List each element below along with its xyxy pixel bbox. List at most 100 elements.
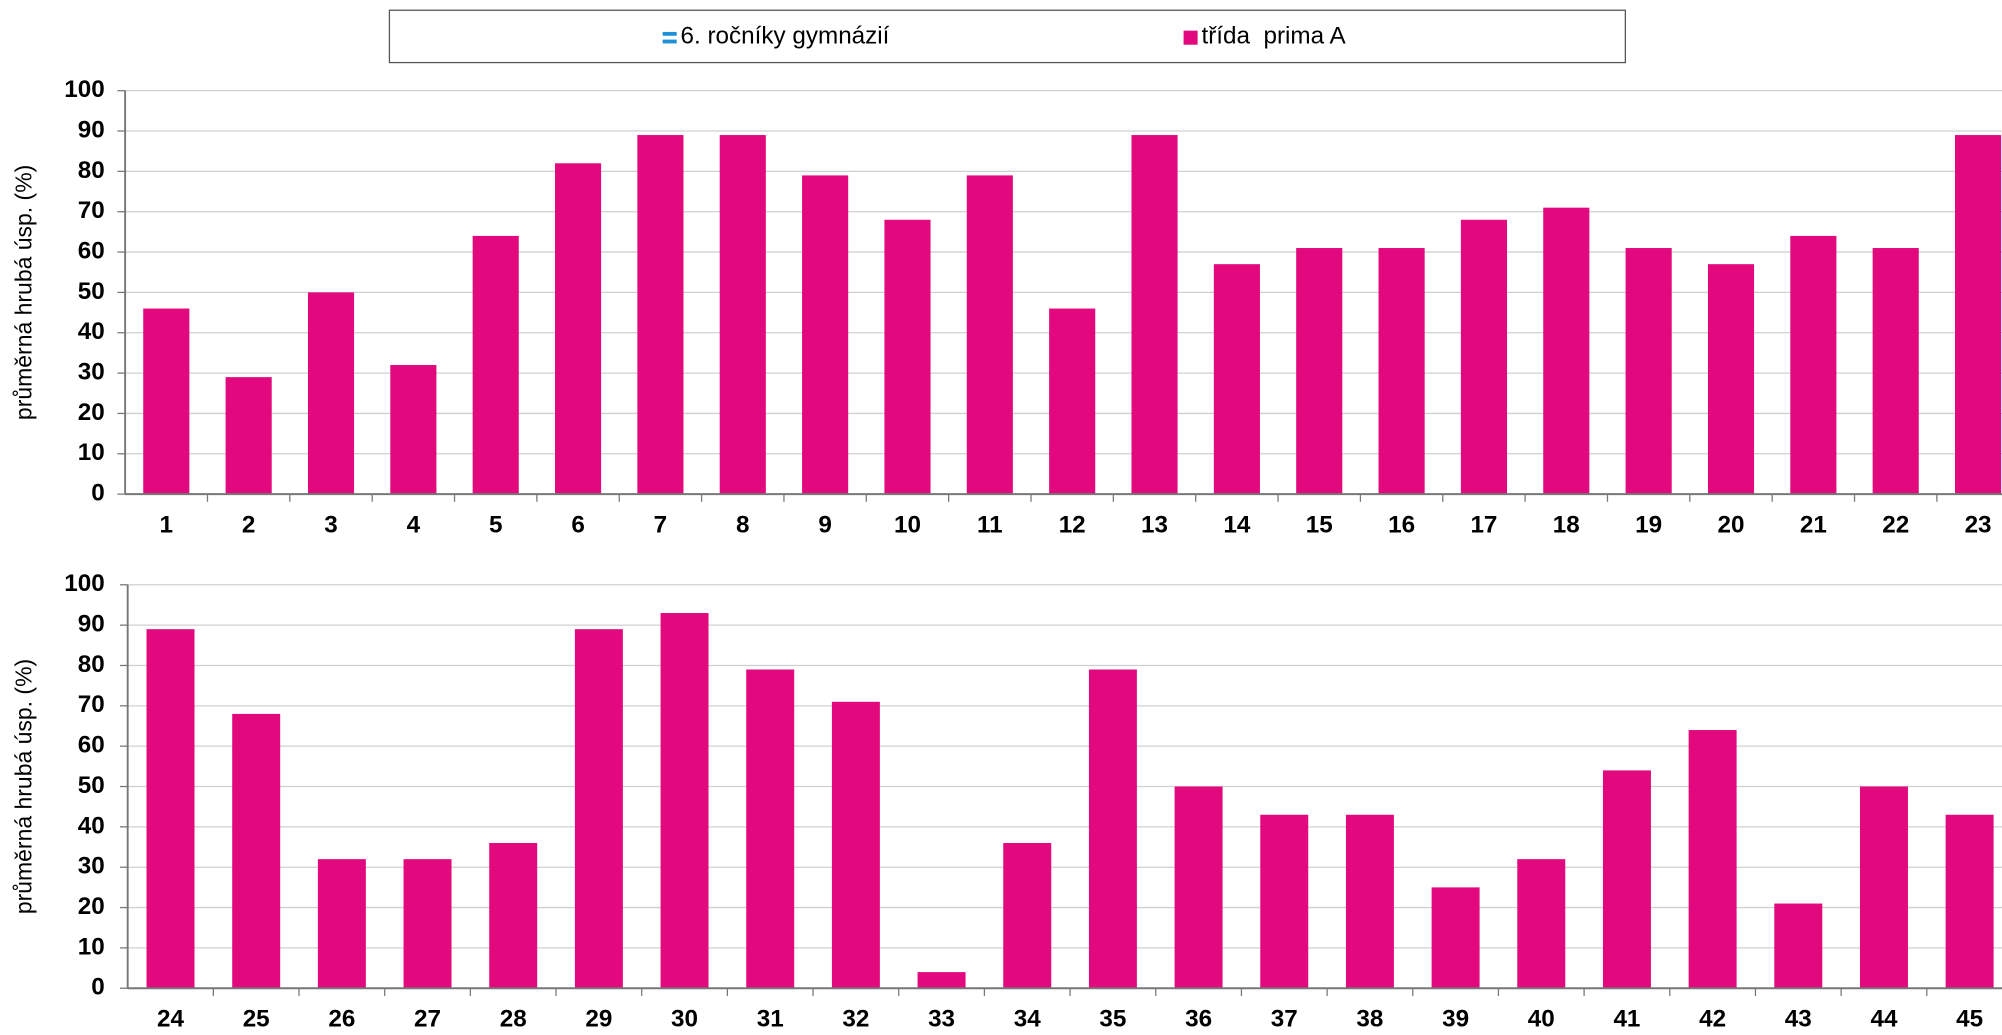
y-tick-label: 100 (64, 570, 104, 597)
bar (489, 843, 538, 989)
bar (1774, 903, 1823, 989)
x-tick-label: 44 (1870, 1006, 1897, 1033)
y-tick-label: 100 (64, 76, 104, 103)
bar (403, 859, 452, 989)
y-tick-label: 50 (78, 278, 105, 305)
y-tick-label: 30 (78, 853, 105, 880)
legend-box (388, 9, 1626, 64)
x-tick-label: 35 (1099, 1006, 1126, 1033)
y-tick-label: 80 (78, 157, 105, 184)
x-tick-label: 34 (1014, 1006, 1041, 1033)
x-tick-label: 29 (585, 1006, 612, 1033)
legend-marker (662, 39, 677, 44)
y-tick-label: 40 (78, 812, 105, 839)
legend-label: 6. ročníky gymnázií (681, 22, 890, 49)
x-tick-label: 5 (489, 511, 503, 538)
y-tick-label: 0 (91, 480, 105, 507)
x-tick-label: 22 (1882, 511, 1909, 538)
x-tick-label: 3 (324, 511, 338, 538)
y-tick-label: 10 (78, 933, 105, 960)
y-tick-label: 10 (78, 439, 105, 466)
bar (1431, 887, 1480, 989)
bar (1872, 248, 1919, 495)
x-tick-label: 17 (1470, 511, 1497, 538)
bar (1707, 264, 1755, 495)
bar (390, 365, 437, 495)
x-tick-label: 31 (757, 1006, 784, 1033)
bar (555, 163, 602, 495)
bar (719, 135, 766, 495)
bar (637, 135, 684, 495)
x-tick-label: 8 (736, 511, 749, 538)
x-tick-label: 6 (571, 511, 585, 538)
x-tick-label: 21 (1800, 511, 1827, 538)
bar (1955, 135, 2002, 495)
legend-marker (1183, 30, 1198, 45)
bar (1378, 248, 1425, 495)
bar (917, 972, 966, 989)
x-tick-label: 26 (328, 1006, 355, 1033)
x-tick-label: 30 (671, 1006, 698, 1033)
x-tick-label: 37 (1271, 1006, 1298, 1033)
bar (146, 629, 195, 989)
x-tick-label: 10 (894, 511, 921, 538)
y-axis-label: průměrná hrubá úsp. (%) (11, 165, 37, 420)
bar (1460, 219, 1508, 495)
bar (1543, 207, 1590, 495)
x-tick-label: 40 (1528, 1006, 1555, 1033)
x-tick-label: 20 (1718, 511, 1745, 538)
x-tick-label: 43 (1785, 1006, 1812, 1033)
y-tick-label: 20 (78, 399, 105, 426)
x-tick-label: 14 (1223, 511, 1250, 538)
x-tick-label: 23 (1965, 511, 1992, 538)
x-tick-label: 38 (1356, 1006, 1383, 1033)
bar (1688, 730, 1737, 989)
bar (1859, 786, 1908, 989)
y-tick-label: 40 (78, 318, 105, 345)
bar (1049, 308, 1096, 495)
y-tick-label: 50 (78, 772, 105, 799)
x-tick-label: 33 (928, 1006, 955, 1033)
y-tick-label: 90 (78, 611, 105, 638)
x-tick-label: 4 (407, 511, 421, 538)
x-tick-label: 9 (818, 511, 832, 538)
bar (574, 629, 623, 989)
bar (1213, 264, 1260, 495)
y-tick-label: 20 (78, 893, 105, 920)
legend-marker (662, 31, 677, 36)
bar (225, 377, 272, 495)
x-tick-label: 41 (1613, 1006, 1640, 1033)
y-tick-label: 60 (78, 732, 105, 759)
bar (307, 292, 355, 495)
bar (660, 613, 709, 989)
bar (1517, 859, 1566, 989)
x-tick-label: 11 (977, 511, 1003, 538)
y-tick-label: 60 (78, 237, 105, 264)
y-tick-label: 30 (78, 359, 105, 386)
x-tick-label: 15 (1306, 511, 1333, 538)
x-tick-label: 28 (500, 1006, 527, 1033)
y-tick-label: 70 (78, 197, 105, 224)
x-tick-label: 16 (1388, 511, 1415, 538)
bar (1174, 786, 1223, 989)
bar (1088, 669, 1137, 989)
bar (1131, 135, 1178, 495)
bar (802, 175, 849, 495)
bar (831, 701, 880, 989)
x-tick-label: 27 (414, 1006, 441, 1033)
bar (1945, 814, 1994, 989)
x-tick-label: 45 (1956, 1006, 1983, 1033)
bar (232, 713, 281, 989)
x-tick-label: 42 (1699, 1006, 1726, 1033)
y-tick-label: 90 (78, 116, 105, 143)
bar (884, 219, 931, 495)
x-tick-label: 24 (157, 1006, 184, 1033)
bar (1260, 814, 1309, 989)
x-tick-label: 12 (1059, 511, 1086, 538)
x-tick-label: 13 (1141, 511, 1168, 538)
bar (317, 859, 366, 989)
x-tick-label: 18 (1553, 511, 1580, 538)
x-tick-label: 2 (242, 511, 256, 538)
bar (1790, 235, 1837, 495)
